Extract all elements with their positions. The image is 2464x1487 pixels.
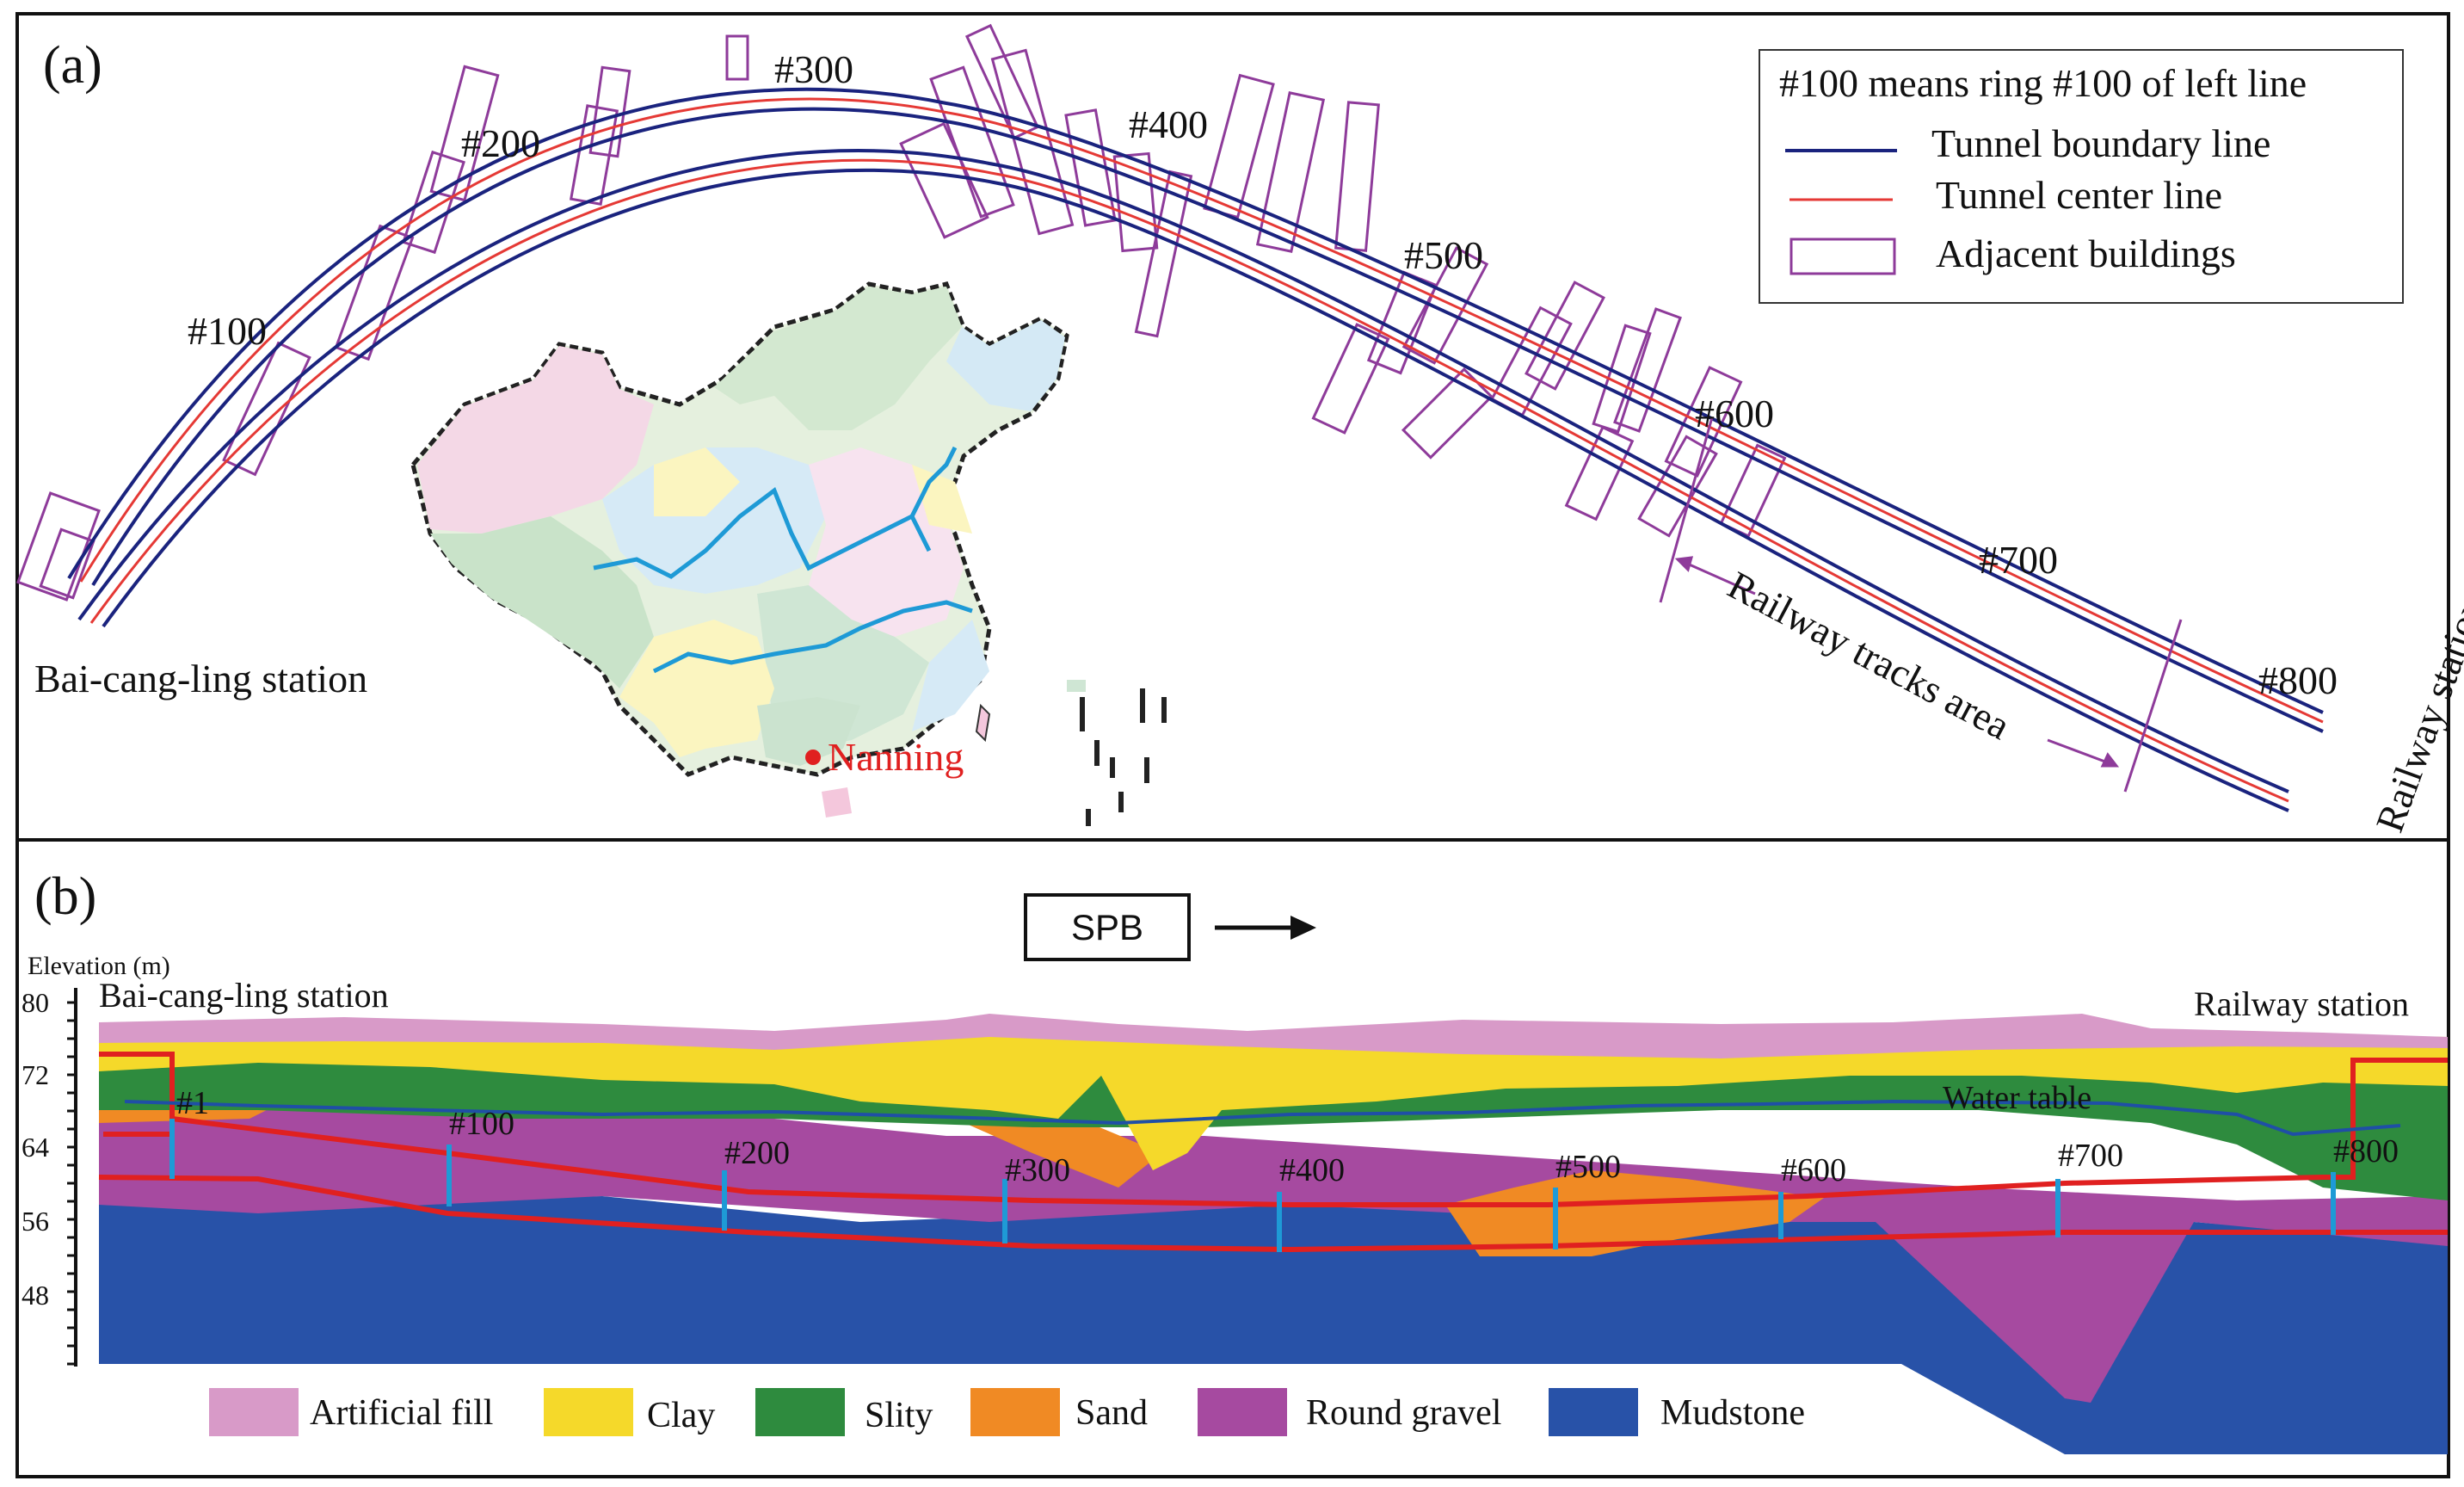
profile-ring-800: #800 [2333, 1133, 2399, 1169]
ring-label-100: #100 [188, 309, 267, 353]
ring-label-500: #500 [1404, 233, 1483, 277]
stratum-round-gravel [99, 1084, 2448, 1403]
profile-ring-600: #600 [1781, 1152, 1846, 1188]
legend-swatch-clay [544, 1388, 633, 1436]
profile-ring-700: #700 [2058, 1138, 2123, 1174]
legend-boundary-label: Tunnel boundary line [1931, 121, 2270, 165]
map-region-north [714, 287, 962, 430]
profile-ring-1: #1 [176, 1085, 209, 1121]
map-region-yellow-1 [654, 447, 740, 516]
profile-end-station: Railway station [2194, 984, 2409, 1023]
legend-label-round-gravel: Round gravel [1306, 1393, 1501, 1433]
stratum-sand-2 [1445, 1170, 1824, 1256]
ring-label-200: #200 [461, 121, 540, 165]
ring-label-800: #800 [2258, 658, 2338, 702]
adjacent-buildings [16, 23, 1787, 602]
profile-ring-300: #300 [1005, 1152, 1070, 1188]
legend-swatch-artificial-fill [209, 1388, 299, 1436]
map-taiwan [975, 703, 991, 743]
spb-label: SPB [1071, 907, 1143, 947]
tunnel-right-line [77, 149, 2289, 812]
profile-ring-400: #400 [1279, 1152, 1345, 1188]
ring-label-400: #400 [1129, 102, 1208, 146]
elevation-axis: Elevation (m) 80 72 64 56 48 [22, 952, 170, 1367]
stratum-slity [99, 1050, 2448, 1200]
tick-80: 80 [22, 987, 49, 1018]
map-region-southwest [619, 620, 774, 757]
panel-b: (b) SPB Elevation (m) 8 [15, 838, 2450, 1478]
nanning-marker [805, 750, 821, 765]
legend-label-artificial-fill: Artificial fill [310, 1393, 493, 1433]
water-table-line [124, 1099, 2401, 1137]
panel-a-legend: #100 means ring #100 of left line Tunnel… [1759, 49, 2404, 304]
stratum-artificial-fill [99, 1014, 2448, 1058]
panel-a-label: (a) [43, 36, 102, 95]
map-region-tibet [430, 516, 654, 688]
map-region-northeast [946, 320, 1065, 411]
map-region-southeast [912, 620, 989, 731]
legend-swatch-round-gravel [1198, 1388, 1287, 1436]
legend-label-clay: Clay [647, 1396, 715, 1435]
tick-56: 56 [22, 1206, 49, 1237]
geological-profile [98, 1014, 2448, 1454]
railway-area-markers [1659, 416, 2183, 793]
tunnel-left-line [67, 87, 2324, 733]
tunnel-center-line-right [89, 158, 2289, 803]
profile-ring-100: #100 [449, 1106, 514, 1142]
profile-ring-200: #200 [724, 1135, 790, 1171]
map-region-west [417, 346, 654, 534]
nanning-label: Nanning [828, 735, 964, 779]
china-map: Nanning [410, 281, 1167, 826]
spb-box [1024, 893, 1191, 961]
legend-buildings-label: Adjacent buildings [1936, 231, 2236, 275]
panel-a: (a) [15, 12, 2464, 842]
axis-title: Elevation (m) [28, 952, 170, 980]
legend-label-mudstone: Mudstone [1660, 1393, 1805, 1433]
tick-72: 72 [22, 1059, 49, 1090]
axis-minor-ticks [67, 1001, 76, 1366]
panel-b-label: (b) [34, 867, 96, 926]
stratum-clay [99, 1024, 2448, 1170]
tunnel-center-line-left [79, 97, 2324, 724]
profile-ring-500: #500 [1555, 1149, 1621, 1185]
ring-label-700: #700 [1979, 538, 2058, 582]
tick-48: 48 [22, 1280, 49, 1311]
ring-label-300: #300 [774, 47, 853, 91]
map-rivers [593, 446, 973, 674]
map-hainan [822, 787, 852, 818]
legend-center-label: Tunnel center line [1936, 173, 2222, 217]
legend-label-slity: Slity [865, 1396, 933, 1435]
legend-label-sand: Sand [1075, 1393, 1148, 1433]
start-station-label: Bai-cang-ling station [34, 657, 367, 700]
right-arrow-icon [1215, 916, 1316, 940]
legend-swatch-slity [755, 1388, 845, 1436]
profile-start-station: Bai-cang-ling station [99, 976, 389, 1015]
tick-64: 64 [22, 1132, 49, 1163]
stratum-mudstone [99, 1196, 2448, 1454]
stratum-sand [955, 1110, 1161, 1188]
legend-buildings-swatch [1789, 238, 1896, 275]
map-region-guangxi [757, 697, 860, 766]
legend-swatch-sand [970, 1388, 1060, 1436]
legend-frame [1759, 49, 2404, 304]
ring-label-600: #600 [1695, 392, 1774, 435]
strata-legend: Artificial fill Clay Slity Sand Round gr… [209, 1388, 1805, 1436]
south-china-sea-islands [1067, 680, 1167, 826]
ring-markers [169, 1119, 2336, 1252]
legend-swatch-mudstone [1549, 1388, 1638, 1436]
legend-title: #100 means ring #100 of left line [1779, 61, 2307, 105]
water-table-label: Water table [1943, 1080, 2091, 1116]
tunnel-profile-lines [98, 1052, 2448, 1253]
